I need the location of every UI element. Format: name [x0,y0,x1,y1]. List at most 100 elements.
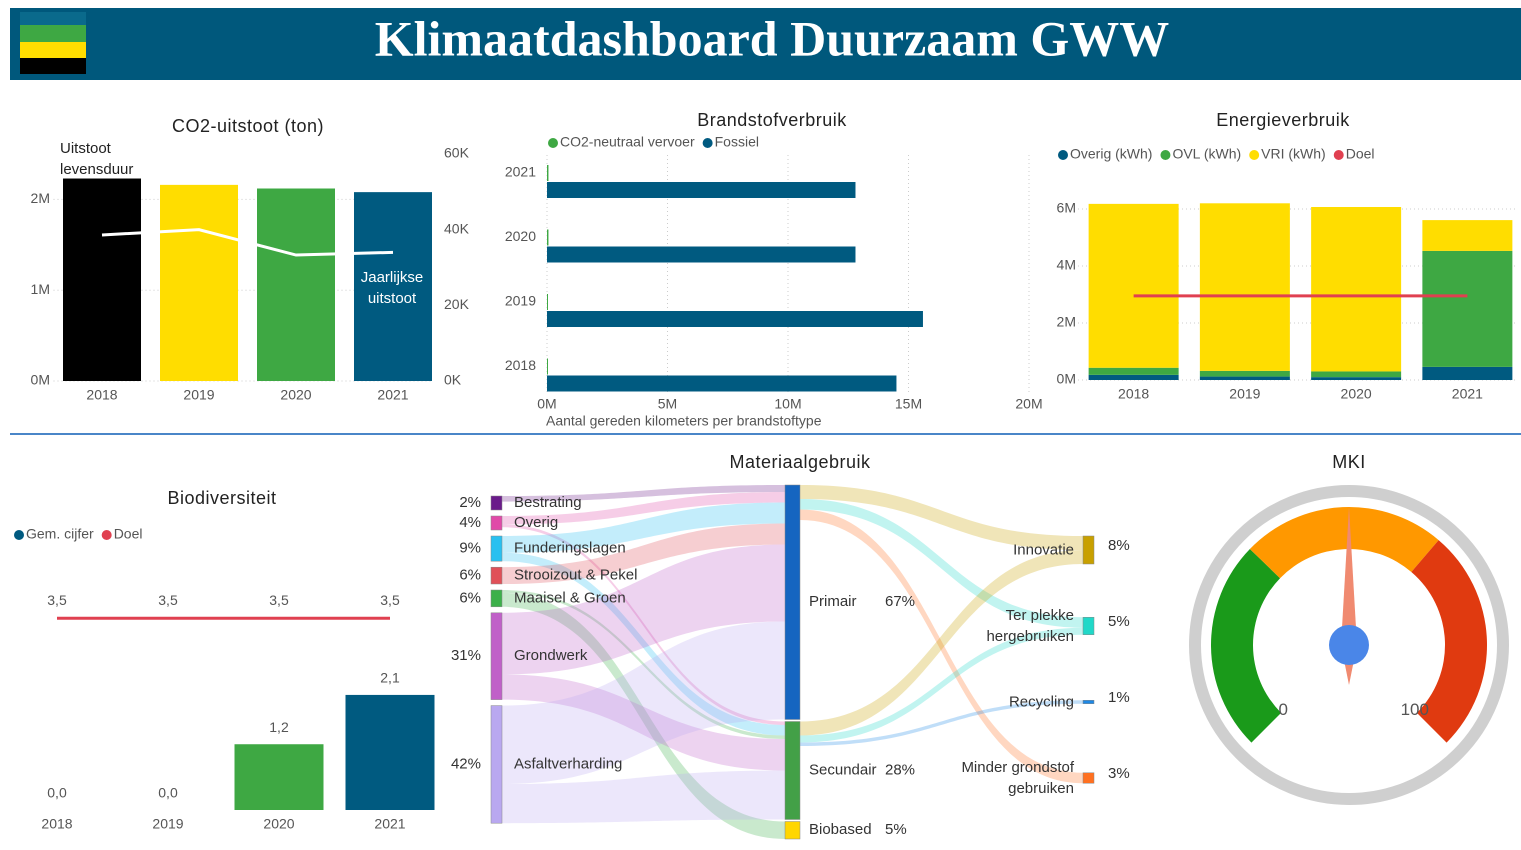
node-value: 8% [1108,537,1130,554]
sankey-link [502,485,785,502]
y2-tick-label: 60K [444,145,470,161]
bar [547,375,897,392]
legend-dot [1333,150,1344,160]
y-tick-label: 2020 [505,228,536,244]
bar [1199,203,1290,371]
legend-label: OVL (kWh) [1172,146,1241,162]
x-tick-label: 2021 [1452,386,1483,402]
node-label: Ter plekke hergebruiken [986,607,1074,645]
y-tick-label: 2018 [505,357,536,373]
y-tick-label: 4M [1057,257,1076,273]
sankey-link [502,621,785,784]
legend-label: Doel [1346,146,1375,162]
node-label: Bestrating [514,494,582,511]
gauge-hub [1329,625,1369,665]
x-tick-label: 2018 [1118,386,1149,402]
y-tick-label: 1M [31,281,50,297]
x-tick-label: 2021 [374,816,405,832]
bar [547,182,856,198]
sankey-link [800,509,1083,784]
bar [547,246,856,263]
chart-title: Brandstofverbruik [697,110,847,130]
node-label: Innovatie [1013,541,1074,559]
chart-title: CO2-uitstoot (ton) [172,116,324,136]
sankey-link [502,544,785,675]
node-label: Secundair [809,761,877,778]
node-value: 42% [451,755,481,772]
x-tick-label: 5M [658,396,677,412]
node-label: Biobased [809,821,872,838]
y-tick-label: 2M [31,190,50,206]
x-tick-label: 2019 [1229,386,1260,402]
bar [354,192,432,381]
node-label: Grondwerk [514,647,588,664]
bar [1199,376,1290,380]
x-tick-label: 2018 [86,387,117,403]
node-value: 5% [885,821,907,838]
x-tick-label: 2021 [377,387,408,403]
gauge-band [1249,506,1439,579]
gauge-band [1211,548,1282,743]
data-label: 3,5 [380,592,400,608]
sankey-node [490,535,503,562]
flag-black [20,58,86,74]
data-label: 0,0 [158,785,178,801]
sankey-link [502,523,785,584]
data-label: 3,5 [47,592,67,608]
bar [1422,220,1513,251]
sankey-link [800,627,1083,743]
bar [234,744,324,810]
bar [345,694,435,810]
y2-tick-label: 0K [444,372,462,388]
node-value: 2% [459,494,481,511]
dashboard-title: Klimaatdashboard Duurzaam GWW [375,10,1170,66]
flag-yellow [20,42,86,58]
bar [547,311,923,327]
x-tick-label: 2020 [280,387,311,403]
bar [1311,377,1402,380]
sankey-node [784,821,801,840]
bar [1311,207,1402,372]
legend-label: VRI (kWh) [1261,146,1326,162]
sankey-link [502,674,785,771]
sankey-node [1082,772,1095,784]
y2-tick-label: 20K [444,296,470,312]
y-tick-label: 0M [1057,371,1076,387]
sankey-node [490,495,503,511]
x-tick-label: 2020 [1341,386,1372,402]
sankey-link [502,524,785,725]
series-annotation: Jaarlijkse uitstoot [360,269,424,307]
x-tick-label: 10M [774,396,801,412]
sankey-node [784,484,801,720]
y-tick-label: 2019 [505,293,536,309]
bar [257,188,335,381]
chart-title: Energieverbruik [1216,110,1350,130]
gauge-band [1411,540,1487,743]
node-label: Maaisel & Groen [514,589,626,606]
legend-label: Overig (kWh) [1070,146,1152,162]
legend-dot [101,530,112,540]
bar [547,165,549,181]
x-tick-label: 0M [537,396,556,412]
header-bar [10,8,1521,80]
series-annotation: Uitstoot levensduur [60,140,134,178]
bar [1422,366,1513,380]
node-label: Strooizout & Pekel [514,567,637,584]
node-value: 5% [1108,613,1130,630]
y-tick-label: 2M [1057,314,1076,330]
node-value: 4% [459,514,481,531]
bar [1088,374,1179,380]
y-tick-label: 0M [31,372,50,388]
sankey-node [1082,535,1095,565]
bar [1422,250,1513,367]
bar [547,358,548,375]
data-label: 3,5 [158,592,178,608]
x-tick-label: 2019 [183,387,214,403]
sankey-link [800,499,1083,628]
sankey-node [784,721,801,820]
sankey-link [800,700,1083,746]
sankey-node [1082,617,1095,635]
data-label: 2,1 [380,670,400,686]
x-tick-label: 2019 [152,816,183,832]
chart-title: Biodiversiteit [167,488,276,508]
